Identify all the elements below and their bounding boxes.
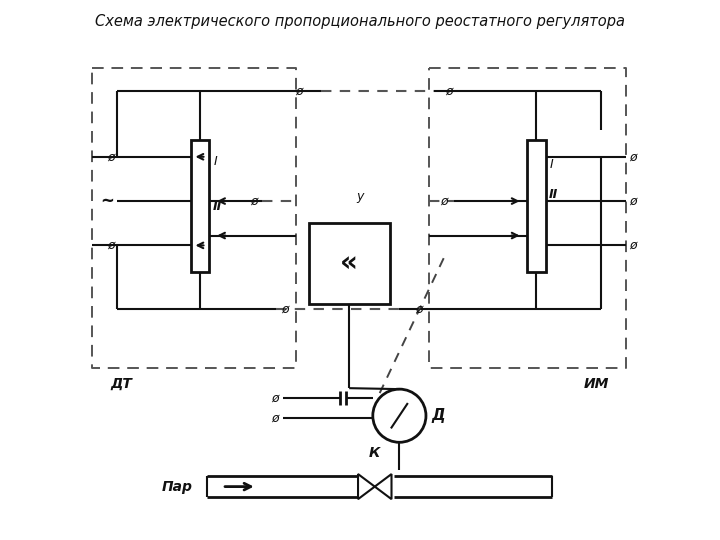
Text: II: II [212, 199, 222, 213]
Bar [309, 222, 390, 305]
Text: ø: ø [250, 194, 258, 207]
Text: I: I [213, 155, 217, 168]
Text: ø: ø [271, 392, 279, 404]
Text: ø: ø [271, 411, 279, 424]
Text: II: II [549, 188, 558, 201]
Text: ø: ø [440, 194, 448, 207]
Bar [191, 140, 210, 272]
Text: ø: ø [629, 239, 636, 252]
Text: ~: ~ [100, 192, 114, 210]
Text: y: y [356, 190, 364, 202]
Text: ø: ø [282, 303, 289, 316]
Polygon shape [358, 474, 375, 499]
Text: Д: Д [432, 408, 446, 423]
Text: ДТ: ДТ [111, 377, 132, 391]
Text: I: I [550, 158, 554, 171]
Text: ø: ø [445, 84, 452, 97]
Bar [527, 140, 546, 272]
Text: ø: ø [629, 150, 636, 163]
Text: К: К [369, 446, 380, 460]
Text: ø: ø [107, 239, 115, 252]
Polygon shape [375, 474, 392, 499]
Text: «: « [341, 249, 358, 277]
Text: ø: ø [295, 84, 303, 97]
Text: ø: ø [629, 194, 636, 207]
Text: Пар: Пар [162, 480, 193, 494]
Text: Схема электрического пропорционального реостатного регулятора: Схема электрического пропорционального р… [95, 15, 625, 29]
Text: ИМ: ИМ [584, 377, 609, 391]
Text: ø: ø [107, 150, 115, 163]
Text: ø: ø [415, 303, 423, 316]
Circle shape [373, 389, 426, 442]
